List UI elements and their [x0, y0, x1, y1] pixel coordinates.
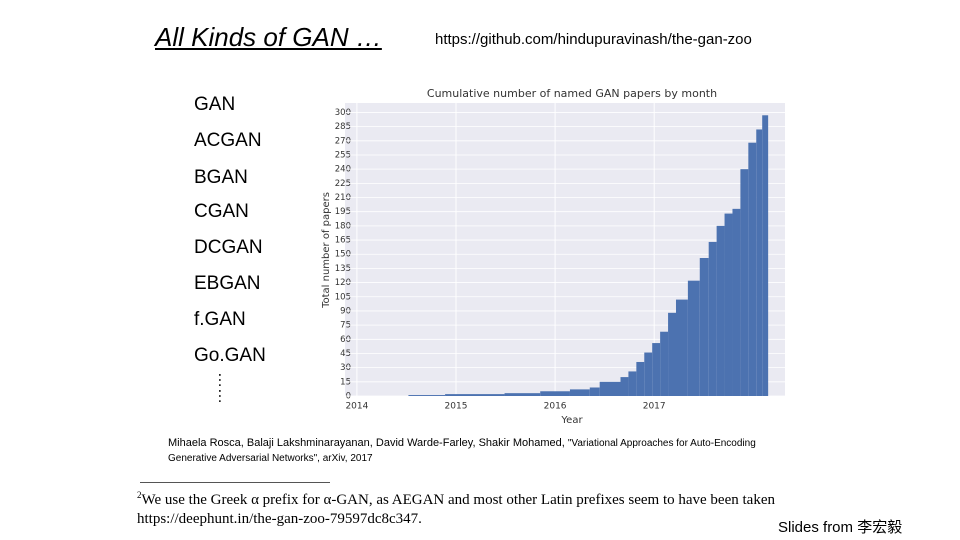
- bar: [652, 343, 661, 396]
- bar: [675, 299, 688, 396]
- y-tick-label: 285: [335, 122, 351, 132]
- citation-authors: Mihaela Rosca, Balaji Lakshminarayanan, …: [168, 437, 568, 449]
- list-item: Go.GAN: [194, 345, 266, 366]
- bar: [445, 394, 505, 396]
- bar: [724, 213, 733, 396]
- y-tick-label: 300: [335, 108, 351, 118]
- x-tick-label: 2017: [643, 402, 666, 412]
- bar: [660, 331, 669, 396]
- citation-paper: "Variational Approaches for Auto-Encodin…: [168, 438, 756, 464]
- list-item: DCGAN: [194, 237, 263, 258]
- bar: [599, 381, 621, 396]
- list-item: GAN: [194, 94, 236, 115]
- list-item: CGAN: [194, 201, 249, 222]
- list-item: BGAN: [194, 167, 248, 188]
- list-item: EBGAN: [194, 273, 261, 294]
- y-tick-label: 120: [335, 278, 351, 288]
- bar: [504, 393, 541, 396]
- footnote: 2We use the Greek α prefix for α-GAN, as…: [137, 486, 775, 529]
- y-tick-label: 90: [340, 306, 351, 316]
- bar: [628, 371, 637, 396]
- y-tick-label: 270: [335, 136, 351, 146]
- heading: All Kinds of GAN …: [155, 22, 382, 52]
- bar: [569, 389, 590, 396]
- list-item: ACGAN: [194, 130, 262, 151]
- bar: [740, 169, 749, 396]
- bar: [708, 241, 717, 396]
- list-item: f.GAN: [194, 309, 246, 330]
- bar: [762, 115, 769, 396]
- bar: [636, 361, 645, 396]
- bar: [716, 225, 725, 396]
- footnote-link: https://deephunt.in/the-gan-zoo-79597dc8…: [137, 511, 422, 527]
- y-tick-label: 60: [340, 335, 351, 345]
- bar: [668, 312, 676, 396]
- bar: [408, 395, 446, 396]
- y-tick-label: 30: [340, 363, 351, 373]
- x-tick-label: 2014: [345, 402, 368, 412]
- y-tick-label: 180: [335, 221, 351, 231]
- y-tick-label: 135: [335, 264, 351, 274]
- bar: [756, 129, 763, 396]
- x-tick-label: 2016: [544, 402, 567, 412]
- y-tick-label: 225: [335, 179, 351, 189]
- bar: [748, 142, 757, 396]
- y-tick-label: 105: [335, 292, 351, 302]
- y-tick-label: 210: [335, 193, 351, 203]
- x-axis-label: Year: [560, 415, 583, 426]
- y-tick-label: 165: [335, 236, 351, 246]
- bar: [620, 377, 629, 396]
- citation: Mihaela Rosca, Balaji Lakshminarayanan, …: [168, 436, 778, 466]
- credit: Slides from 李宏毅: [778, 519, 903, 536]
- y-tick-label: 75: [340, 321, 351, 331]
- y-tick-label: 255: [335, 150, 351, 160]
- y-tick-label: 15: [340, 377, 351, 387]
- ellipsis: ……: [215, 372, 232, 404]
- bar: [732, 208, 741, 396]
- y-axis-label: Total number of papers: [321, 192, 332, 309]
- bar: [540, 391, 570, 396]
- footnote-mark: 2: [137, 490, 142, 500]
- y-tick-label: 240: [335, 165, 351, 175]
- y-tick-label: 195: [335, 207, 351, 217]
- bar: [699, 258, 709, 396]
- y-tick-label: 0: [346, 392, 351, 402]
- bar: [589, 387, 600, 396]
- url: https://github.com/hindupuravinash/the-g…: [435, 31, 752, 48]
- chart-title: Cumulative number of named GAN papers by…: [427, 87, 717, 100]
- footnote-rule: [140, 482, 330, 483]
- bar: [644, 352, 653, 396]
- y-tick-label: 45: [340, 349, 351, 359]
- bar: [687, 280, 700, 396]
- y-tick-label: 150: [335, 250, 351, 260]
- footnote-text: We use the Greek α prefix for α-GAN, as …: [141, 492, 775, 508]
- x-tick-label: 2015: [445, 402, 468, 412]
